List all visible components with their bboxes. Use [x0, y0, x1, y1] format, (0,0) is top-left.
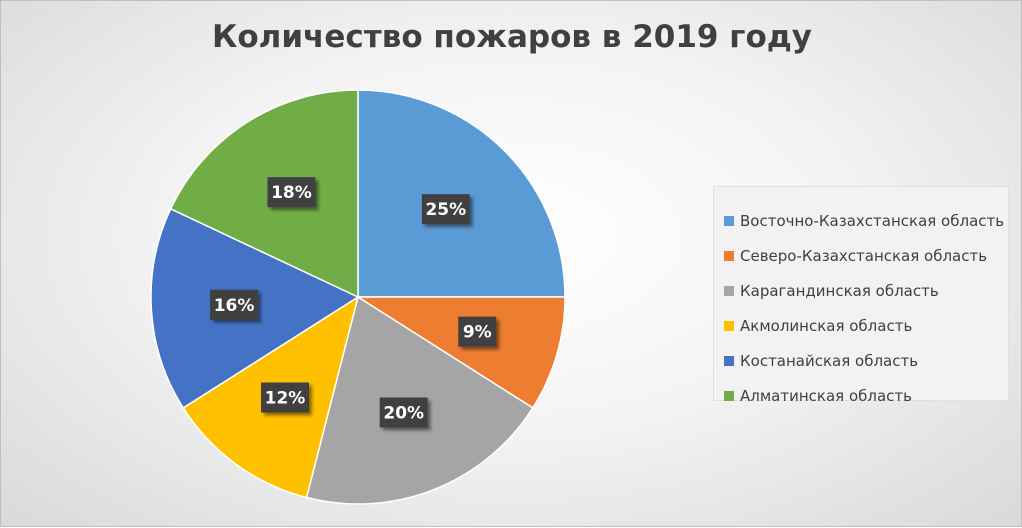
data-label-5: 18% — [267, 177, 316, 208]
data-label-box — [210, 289, 259, 320]
legend-swatch — [724, 390, 734, 401]
legend-swatch — [724, 250, 734, 261]
data-label-text: 12% — [265, 388, 306, 408]
data-label-text: 25% — [425, 200, 466, 220]
chart-title: Количество пожаров в 2019 году — [211, 19, 813, 55]
legend-item-4: Костанайская область — [724, 343, 1008, 378]
pie-data-labels: 25% 9% 20% 12% 16% 18% — [210, 177, 497, 428]
data-label-1: 9% — [458, 316, 497, 347]
pie-slice-1 — [355, 296, 566, 409]
legend-item-0: Восточно-Казахстанская область — [724, 203, 1008, 238]
legend: Восточно-Казахстанская область Северо-Каз… — [713, 186, 1009, 405]
legend-label: Карагандинская область — [740, 281, 939, 300]
data-label-box — [260, 382, 309, 413]
legend-item-2: Карагандинская область — [724, 273, 1008, 308]
data-label-text: 20% — [383, 403, 424, 423]
data-label-box — [421, 194, 470, 225]
data-label-2: 20% — [379, 397, 428, 428]
legend-item-5: Алматинская область — [724, 378, 1008, 413]
pie-slice-0 — [357, 89, 566, 298]
legend-label: Акмолинская область — [740, 316, 913, 335]
legend-label: Алматинская область — [740, 386, 912, 405]
legend-item-3: Акмолинская область — [724, 308, 1008, 343]
data-label-text: 18% — [271, 183, 312, 203]
data-label-box — [458, 316, 497, 347]
data-label-text: 9% — [463, 323, 492, 343]
data-label-0: 25% — [421, 194, 470, 225]
legend-label: Восточно-Казахстанская область — [740, 211, 1005, 230]
data-label-text: 16% — [214, 296, 255, 316]
legend-swatch — [724, 320, 734, 331]
legend-label: Костанайская область — [740, 351, 919, 370]
legend-item-1: Северо-Казахстанская область — [724, 238, 1008, 273]
pie-slice-5 — [169, 89, 359, 299]
data-label-box — [267, 177, 316, 208]
legend-label: Северо-Казахстанская область — [740, 246, 988, 265]
data-label-box — [379, 397, 428, 428]
legend-swatch — [724, 215, 734, 226]
legend-swatch — [724, 285, 734, 296]
data-label-4: 16% — [210, 289, 259, 320]
data-label-3: 12% — [260, 382, 309, 413]
legend-swatch — [724, 355, 734, 366]
